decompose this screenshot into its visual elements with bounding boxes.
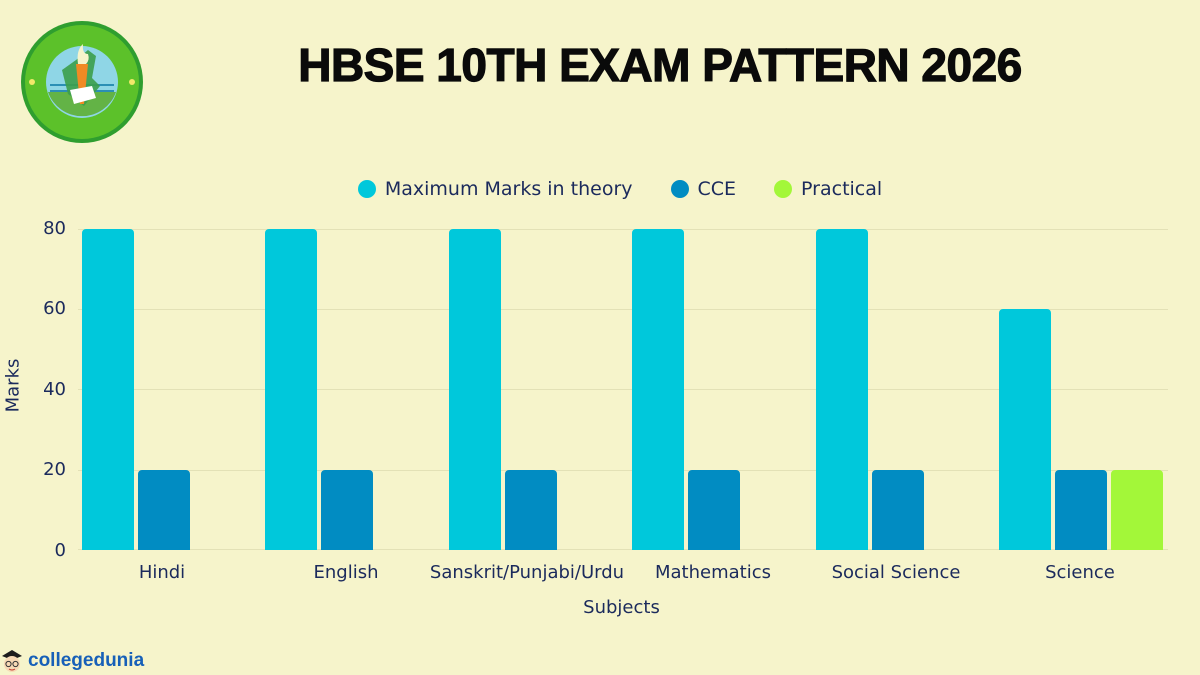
y-tick: 80 — [43, 218, 66, 239]
legend-label: CCE — [697, 178, 737, 200]
chart-legend: Maximum Marks in theory CCE Practical — [0, 178, 1200, 200]
bar-cce-english — [321, 469, 374, 550]
practical-swatch-icon — [774, 180, 793, 198]
x-tick: Mathematics — [655, 562, 771, 583]
brand-name: collegedunia — [28, 650, 145, 671]
bar-maximum-marks-in-theory-hindi — [82, 229, 134, 550]
bar-maximum-marks-in-theory-english — [265, 229, 318, 550]
x-tick: English — [313, 562, 379, 583]
y-tick: 40 — [43, 379, 66, 400]
page-title: HBSE 10TH EXAM PATTERN 2026 — [298, 38, 1023, 91]
bar-maximum-marks-in-theory-science — [999, 309, 1051, 550]
bar-maximum-marks-in-theory-mathematics — [632, 229, 685, 550]
y-tick: 20 — [43, 459, 66, 480]
x-tick: Science — [1045, 562, 1115, 583]
bar-cce-hindi — [138, 469, 190, 550]
legend-item-cce: CCE — [670, 178, 737, 200]
bar-maximum-marks-in-theory-social-science — [815, 229, 868, 550]
y-tick: 0 — [54, 540, 66, 561]
x-axis-label: Subjects — [583, 597, 660, 618]
bar-cce-sanskrit-punjabi-urdu — [504, 469, 557, 550]
bar-cce-mathematics — [688, 469, 741, 550]
legend-item-theory: Maximum Marks in theory — [357, 178, 633, 200]
x-tick: Sanskrit/Punjabi/Urdu — [429, 562, 625, 583]
hbse-emblem-icon — [21, 21, 143, 143]
y-tick: 60 — [43, 298, 66, 319]
gridline — [78, 229, 1168, 230]
gridline — [78, 549, 1168, 550]
bar-cce-social-science — [871, 469, 924, 550]
theory-swatch-icon — [357, 180, 376, 198]
hbse-logo — [20, 20, 144, 144]
gridline — [78, 389, 1168, 390]
bar-cce-science — [1055, 469, 1107, 550]
bar-maximum-marks-in-theory-sanskrit-punjabi-urdu — [448, 229, 501, 550]
legend-label: Maximum Marks in theory — [384, 178, 633, 200]
gridline — [78, 309, 1168, 310]
collegedunia-brand: collegedunia — [0, 648, 144, 674]
legend-item-practical: Practical — [774, 178, 882, 200]
collegedunia-mascot-icon — [2, 650, 22, 672]
gridline — [78, 470, 1168, 471]
x-tick: Social Science — [831, 562, 961, 583]
legend-label: Practical — [801, 178, 883, 200]
plot-area — [78, 229, 1168, 550]
x-tick: Hindi — [138, 562, 186, 583]
cce-swatch-icon — [670, 180, 689, 198]
bar-practical-science — [1111, 469, 1163, 550]
